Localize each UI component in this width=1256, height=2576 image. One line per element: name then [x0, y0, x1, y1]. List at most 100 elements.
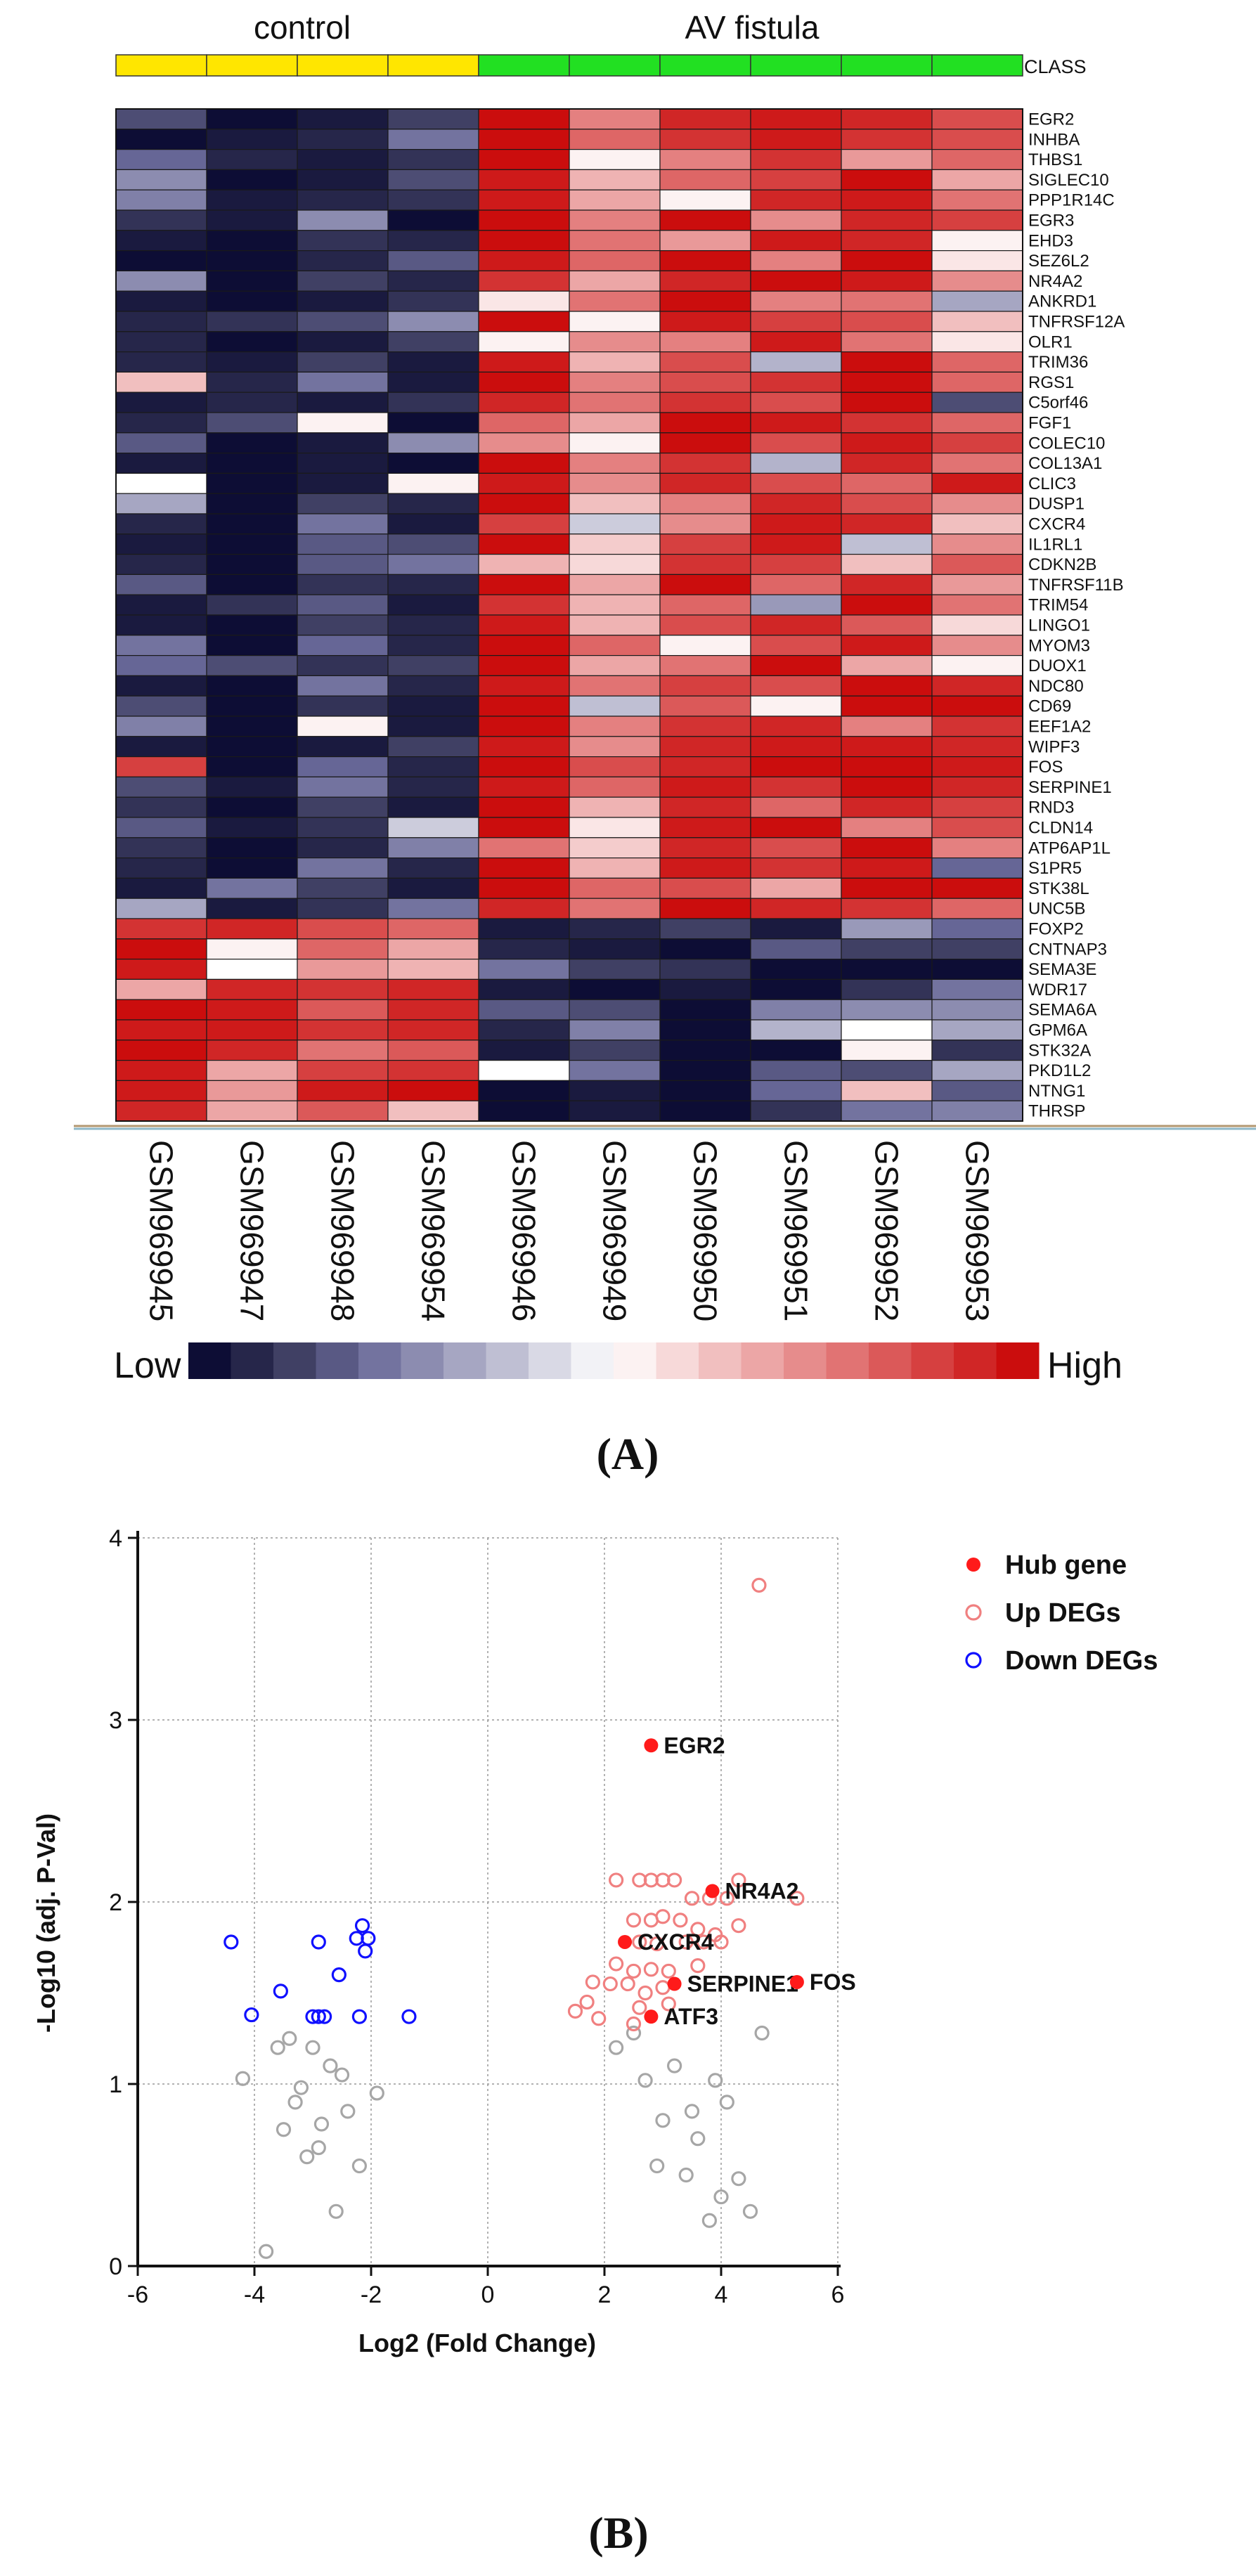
- heatmap-cell: [478, 594, 570, 616]
- point-not-significant: [287, 2095, 303, 2110]
- heatmap-cell: [206, 311, 298, 332]
- heatmap-cell: [569, 918, 661, 940]
- heatmap-cell: [478, 837, 570, 859]
- heatmap-cell: [387, 978, 479, 1000]
- heatmap-cell: [387, 230, 479, 252]
- heatmap-cell: [206, 877, 298, 899]
- heatmap-cell: [478, 938, 570, 960]
- point-not-significant: [282, 2031, 297, 2046]
- heatmap-cell: [115, 958, 207, 980]
- heatmap-cell: [297, 371, 389, 393]
- gene-label: COLEC10: [1028, 434, 1105, 453]
- heatmap-cell: [387, 250, 479, 272]
- y-tick-label: 0: [109, 2253, 122, 2280]
- point-up-degs: [731, 1872, 746, 1888]
- heatmap-cell: [659, 1080, 751, 1101]
- point-up-degs: [673, 1912, 688, 1928]
- heatmap-cell: [206, 594, 298, 616]
- point-not-significant: [259, 2244, 274, 2259]
- legend-swatch: [486, 1342, 529, 1379]
- point-up-degs: [649, 1936, 665, 1952]
- heatmap-cell: [931, 877, 1023, 899]
- heatmap-cell: [931, 311, 1023, 332]
- heatmap-cell: [478, 635, 570, 656]
- heatmap-cell: [206, 513, 298, 535]
- point-not-significant: [649, 2158, 665, 2174]
- heatmap-cell: [931, 533, 1023, 555]
- heatmap-cell: [387, 958, 479, 980]
- heatmap-cell: [206, 290, 298, 312]
- heatmap-cell: [931, 1059, 1023, 1081]
- gene-label: CD69: [1028, 697, 1071, 716]
- heatmap-cell: [569, 654, 661, 676]
- heatmap-cell: [115, 918, 207, 940]
- heatmap-cell: [206, 351, 298, 373]
- heatmap-cell: [387, 574, 479, 595]
- heatmap-cell: [206, 716, 298, 737]
- heatmap-cell: [750, 472, 842, 494]
- heatmap-cell: [750, 270, 842, 292]
- heatmap-cell: [569, 978, 661, 1000]
- heatmap-cell: [297, 209, 389, 231]
- heatmap-cell: [115, 574, 207, 595]
- heatmap-cell: [659, 716, 751, 737]
- point-hub-gene: [705, 1884, 720, 1898]
- heatmap-cell: [478, 169, 570, 190]
- heatmap-cell: [841, 898, 933, 919]
- heatmap-cell: [387, 169, 479, 190]
- heatmap-cell: [750, 938, 842, 960]
- point-down-degs: [331, 1967, 347, 1983]
- heatmap-cell: [297, 999, 389, 1021]
- heatmap-cell: [297, 594, 389, 616]
- heatmap-cell: [206, 270, 298, 292]
- heatmap-cell: [659, 391, 751, 413]
- heatmap-cell: [206, 958, 298, 980]
- point-not-significant: [369, 2085, 384, 2101]
- heatmap-cell: [931, 675, 1023, 697]
- heatmap-cell: [931, 189, 1023, 211]
- heatmap-cell: [931, 1040, 1023, 1061]
- heatmap-cell: [659, 1100, 751, 1122]
- heatmap-cell: [206, 938, 298, 960]
- class-label: CLASS: [1024, 56, 1087, 77]
- point-up-degs: [579, 1994, 595, 2010]
- heatmap-cell: [931, 1100, 1023, 1122]
- heatmap-cell: [931, 513, 1023, 535]
- heatmap-cell: [115, 513, 207, 535]
- heatmap-cell: [659, 432, 751, 454]
- heatmap-cell: [115, 857, 207, 879]
- point-down-degs: [244, 2007, 259, 2023]
- heatmap-cell: [387, 1059, 479, 1081]
- heatmap-cell: [478, 796, 570, 818]
- heatmap-cell: [478, 129, 570, 150]
- heatmap-cell: [569, 331, 661, 353]
- x-tick-label: -6: [127, 2281, 148, 2308]
- heatmap-cell: [206, 169, 298, 190]
- heatmap-cell: [478, 857, 570, 879]
- x-tick-label: 0: [481, 2281, 495, 2308]
- heatmap-cell: [115, 553, 207, 575]
- point-label: NR4A2: [725, 1878, 799, 1903]
- heatmap-cell: [297, 169, 389, 190]
- heatmap-cell: [297, 452, 389, 474]
- point-up-degs: [632, 2000, 647, 2015]
- heatmap-cell: [387, 513, 479, 535]
- point-up-degs: [690, 1922, 706, 1937]
- heatmap-cell: [478, 1040, 570, 1061]
- heatmap-cell: [206, 1040, 298, 1061]
- heatmap-cell: [750, 796, 842, 818]
- heatmap-cell: [206, 189, 298, 211]
- heatmap-cell: [659, 898, 751, 919]
- heatmap-cell: [115, 209, 207, 231]
- gene-label: ATP6AP1L: [1028, 839, 1111, 857]
- heatmap-cell: [931, 736, 1023, 758]
- heatmap-cell: [931, 391, 1023, 413]
- heatmap-cell: [115, 938, 207, 960]
- legend-swatch: [954, 1342, 997, 1379]
- x-tick-label: 2: [598, 2281, 611, 2308]
- heatmap-cell: [659, 594, 751, 616]
- heatmap-cell: [206, 493, 298, 514]
- heatmap-cell: [206, 250, 298, 272]
- heatmap-cell: [387, 1100, 479, 1122]
- point-down-degs: [311, 2009, 326, 2024]
